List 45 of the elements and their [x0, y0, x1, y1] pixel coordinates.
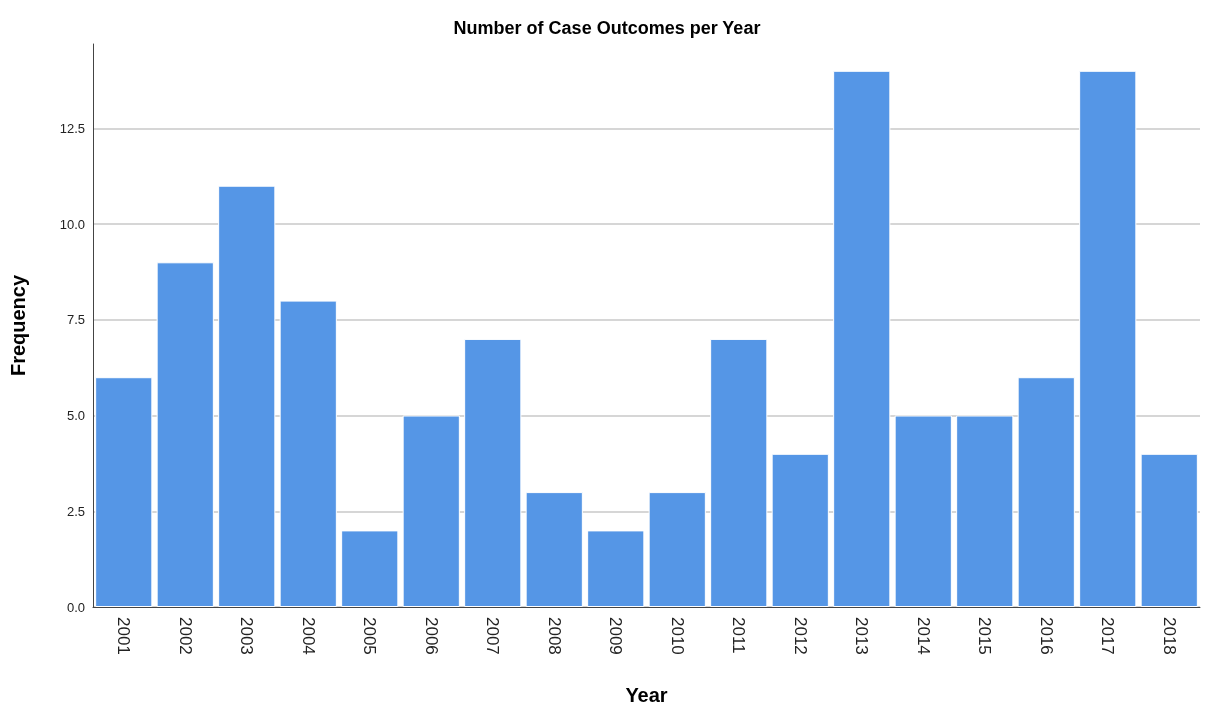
x-tick-label: 2011 — [729, 617, 749, 654]
x-tick-label: 2013 — [852, 617, 872, 655]
bar — [1017, 377, 1075, 607]
x-tick-label: 2017 — [1098, 617, 1118, 655]
x-tick-label: 2014 — [913, 617, 933, 655]
bar — [218, 185, 276, 607]
bar — [771, 453, 829, 607]
bar — [710, 338, 768, 607]
x-tick-label: 2008 — [544, 617, 564, 655]
bar — [1079, 70, 1137, 607]
y-tick-label: 7.5 — [66, 312, 85, 328]
bar — [833, 70, 891, 607]
y-tick-label: 10.0 — [59, 216, 85, 232]
bar — [95, 377, 153, 607]
x-tick-label: 2015 — [975, 617, 995, 655]
bar — [156, 262, 214, 607]
x-tick-label: 2009 — [606, 617, 626, 655]
y-tick-label: 0.0 — [66, 599, 85, 615]
x-tick-label: 2003 — [237, 617, 257, 655]
x-tick-label: 2010 — [667, 617, 687, 655]
bar — [1140, 453, 1198, 607]
bar — [956, 415, 1014, 607]
x-tick-label: 2004 — [298, 617, 318, 655]
x-tick-label: 2006 — [421, 617, 441, 655]
x-tick-label: 2018 — [1159, 617, 1179, 655]
x-tick-label: 2005 — [360, 617, 380, 655]
x-tick-label: 2001 — [114, 617, 134, 655]
y-tick-label: 12.5 — [59, 120, 85, 136]
x-tick-label: 2016 — [1036, 617, 1056, 655]
bar — [648, 492, 706, 607]
y-tick-label: 2.5 — [66, 503, 85, 519]
y-tick-label: 5.0 — [66, 408, 85, 423]
x-tick-label: 2007 — [483, 617, 503, 655]
chart-title: Number of Case Outcomes per Year — [453, 18, 761, 38]
bar — [464, 338, 522, 607]
bar — [279, 300, 337, 607]
x-tick-label: 2012 — [790, 617, 810, 655]
bar — [525, 492, 583, 607]
bar — [587, 530, 645, 607]
x-axis-title: Year — [625, 684, 668, 706]
bar — [894, 415, 952, 607]
bar — [402, 415, 460, 607]
x-tick-label: 2002 — [175, 617, 195, 655]
bar — [341, 530, 399, 607]
y-axis-title: Frequency — [7, 274, 29, 377]
